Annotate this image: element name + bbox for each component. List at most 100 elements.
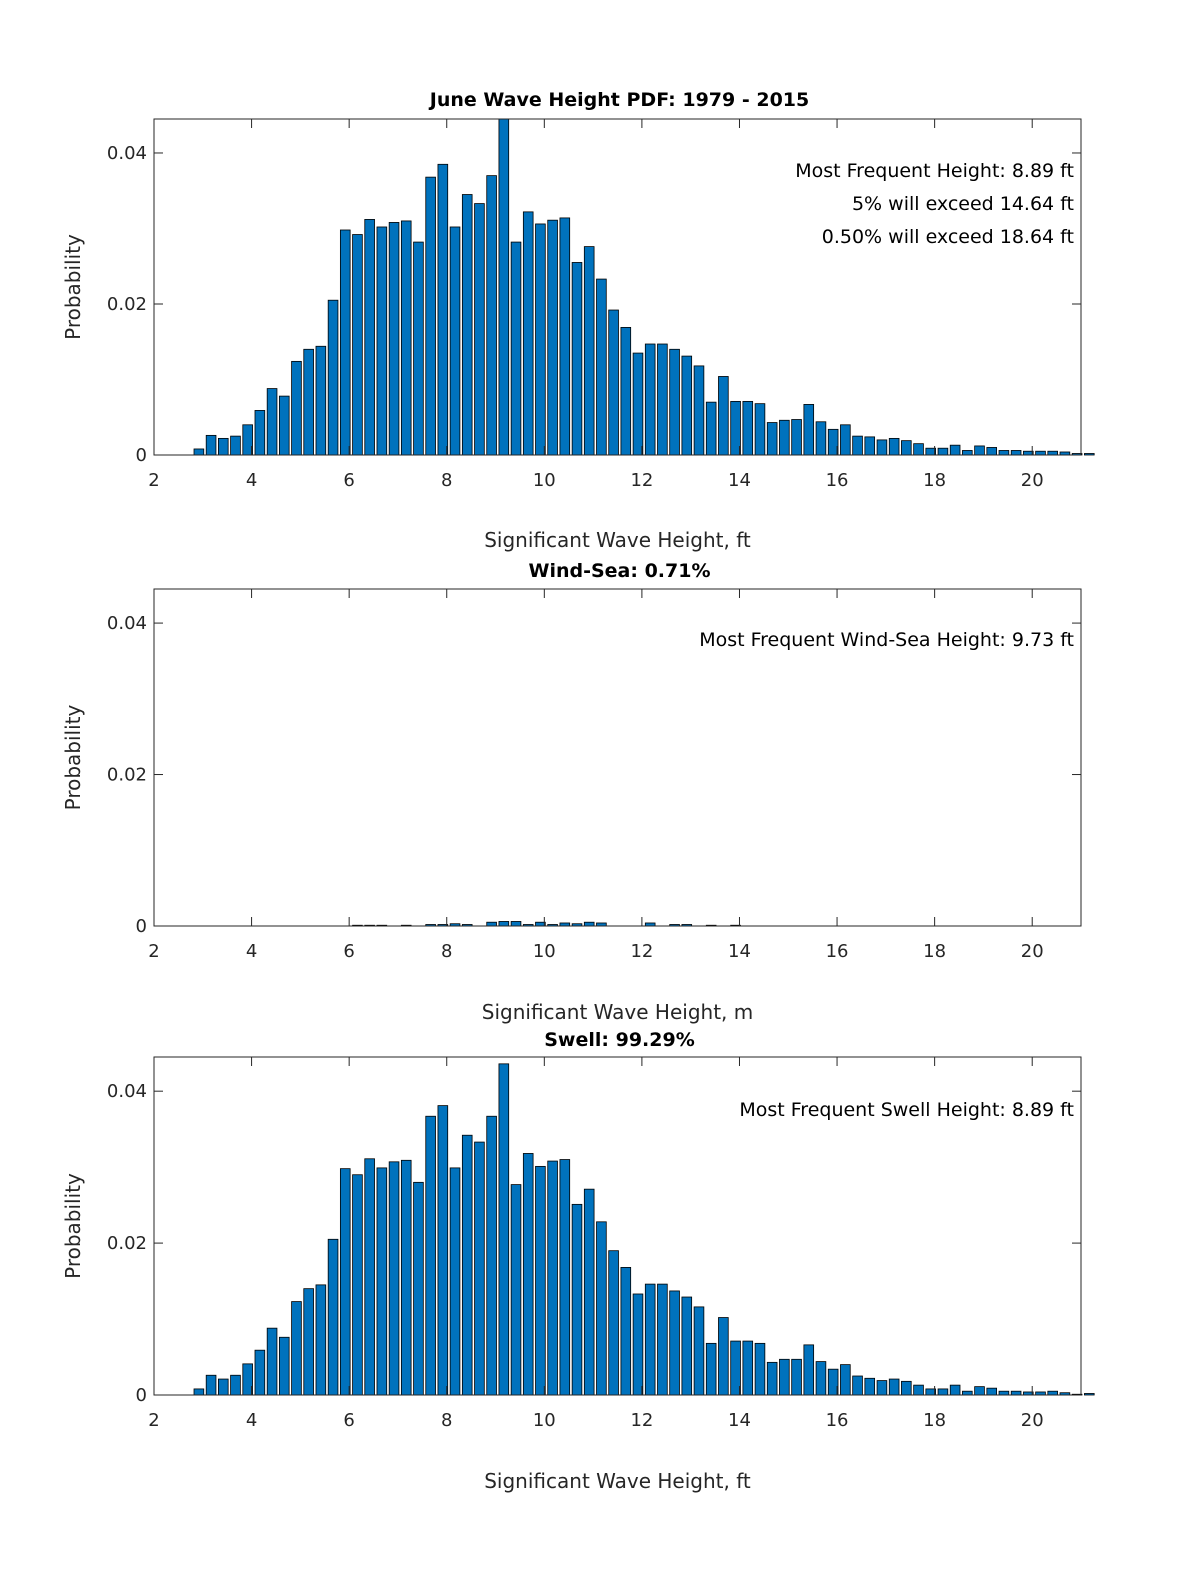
bar	[388, 1161, 400, 1396]
bar	[608, 309, 619, 456]
bar	[840, 424, 851, 456]
bar	[535, 223, 546, 456]
bar	[644, 343, 656, 456]
bar	[1084, 453, 1095, 456]
bar	[205, 1374, 217, 1396]
bar	[632, 352, 644, 456]
bar	[498, 921, 510, 927]
bar	[803, 404, 815, 456]
x-tick-label: 6	[343, 470, 354, 491]
bar	[876, 1380, 888, 1396]
bar	[217, 1378, 229, 1396]
bar	[425, 1115, 436, 1396]
x-tick-label: 12	[630, 1410, 653, 1431]
y-tick-label: 0	[136, 1385, 147, 1406]
bar	[901, 1380, 912, 1396]
bar	[522, 211, 534, 456]
bar	[998, 1390, 1010, 1396]
bar	[962, 450, 973, 456]
bar	[669, 348, 680, 456]
bar	[608, 1250, 619, 1396]
bar	[230, 435, 241, 456]
x-tick-label: 10	[533, 470, 556, 491]
bar	[498, 118, 510, 456]
bar	[376, 1167, 388, 1396]
chart-wind-sea: 2 4 6 8 10 12 14 16 18 20 0 0.02 0.04 Wind-Sea: 0.71%…	[61, 560, 1082, 1024]
x-tick-label: 2	[148, 941, 159, 962]
bar	[791, 419, 802, 456]
bar	[766, 1361, 778, 1396]
bar	[303, 1288, 314, 1396]
bar	[852, 1375, 863, 1396]
axes-box	[153, 118, 1082, 456]
bar	[327, 299, 339, 456]
bar	[193, 1388, 205, 1396]
x-tick-label: 18	[923, 1410, 946, 1431]
y-tick-label: 0	[136, 916, 147, 937]
x-tick-label: 20	[1021, 941, 1044, 962]
x-tick-label: 6	[343, 941, 354, 962]
bar	[913, 1384, 924, 1396]
bar	[583, 246, 595, 456]
bar	[339, 1168, 351, 1396]
bar	[693, 1306, 705, 1396]
bar	[937, 447, 949, 456]
y-axis-label: Probability	[61, 1173, 85, 1279]
bar	[1047, 1390, 1058, 1396]
bar	[474, 1141, 485, 1396]
x-tick-label: 8	[441, 470, 452, 491]
bar	[779, 1358, 790, 1396]
x-tick-label: 20	[1021, 1410, 1044, 1431]
bar	[779, 419, 790, 456]
bar	[352, 1174, 363, 1396]
annotation: Most Frequent Height: 8.89 ft	[795, 160, 1074, 182]
bar	[559, 1159, 571, 1396]
bar	[791, 1358, 802, 1396]
bar	[815, 1361, 827, 1396]
bar	[400, 1159, 412, 1396]
bar	[461, 194, 473, 456]
bar	[486, 175, 497, 456]
annotation: Most Frequent Wind-Sea Height: 9.73 ft	[699, 629, 1074, 651]
y-tick-label: 0	[136, 445, 147, 466]
bar	[291, 1301, 302, 1396]
axes-box	[153, 588, 1082, 927]
bar	[913, 443, 924, 456]
bar	[815, 421, 827, 456]
chart-title: June Wave Height PDF: 1979 - 2015	[428, 89, 809, 111]
bar	[596, 278, 607, 456]
y-tick-label: 0.04	[107, 1081, 147, 1102]
bar	[266, 388, 278, 456]
bar	[986, 1387, 998, 1396]
axes-box	[153, 1056, 1082, 1396]
y-tick-label: 0.04	[107, 143, 147, 164]
bar	[278, 395, 290, 456]
chart-total-pdf: 2 4 6 8 10 12 14 16 18 20 0 0.02 0.04 June Wave Heigh…	[61, 89, 1095, 552]
bar	[474, 203, 485, 456]
bar	[681, 355, 693, 456]
bar	[510, 1184, 522, 1396]
bar	[864, 436, 876, 456]
bar	[803, 1344, 815, 1396]
bar	[693, 365, 705, 456]
x-tick-label: 12	[630, 941, 653, 962]
bar	[193, 448, 205, 456]
y-tick-label: 0.02	[107, 294, 147, 315]
bar	[486, 921, 497, 927]
annotation: 5% will exceed 14.64 ft	[852, 193, 1074, 215]
bar	[1010, 1390, 1022, 1396]
bar	[937, 1388, 949, 1396]
bar	[742, 1340, 754, 1396]
x-tick-label: 12	[630, 470, 653, 491]
x-tick-label: 14	[728, 1410, 751, 1431]
bar	[278, 1336, 290, 1396]
annotation: Most Frequent Swell Height: 8.89 ft	[739, 1099, 1074, 1121]
x-tick-label: 16	[826, 941, 849, 962]
bar	[754, 1342, 766, 1396]
bar	[413, 241, 424, 456]
bar	[522, 1153, 534, 1396]
bar	[583, 1188, 595, 1396]
bar	[571, 1203, 583, 1396]
bar	[559, 217, 571, 456]
